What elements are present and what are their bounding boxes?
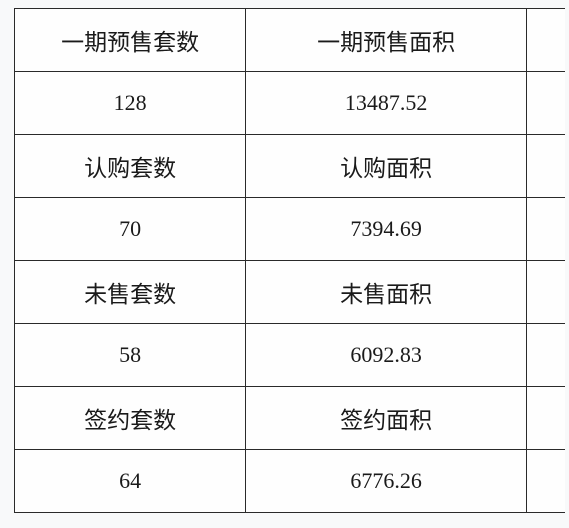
table-row: 128 13487.52: [15, 72, 566, 135]
subscribed-units-value: 70: [15, 198, 246, 261]
signed-units-label: 签约套数: [15, 387, 246, 450]
edge-cell: [526, 9, 565, 72]
signed-area-value: 6776.26: [246, 450, 527, 513]
table-row: 70 7394.69: [15, 198, 566, 261]
subscribed-area-label: 认购面积: [246, 135, 527, 198]
edge-cell: [526, 450, 565, 513]
table-row: 58 6092.83: [15, 324, 566, 387]
table-row: 一期预售套数 一期预售面积: [15, 9, 566, 72]
signed-area-label: 签约面积: [246, 387, 527, 450]
subscribed-area-value: 7394.69: [246, 198, 527, 261]
unsold-units-value: 58: [15, 324, 246, 387]
edge-cell: [526, 135, 565, 198]
presale-units-label: 一期预售套数: [15, 9, 246, 72]
unsold-area-value: 6092.83: [246, 324, 527, 387]
unsold-units-label: 未售套数: [15, 261, 246, 324]
table-row: 认购套数 认购面积: [15, 135, 566, 198]
edge-cell: [526, 324, 565, 387]
subscribed-units-label: 认购套数: [15, 135, 246, 198]
presale-area-value: 13487.52: [246, 72, 527, 135]
table-body: 一期预售套数 一期预售面积 128 13487.52 认购套数 认购面积 70 …: [15, 9, 566, 513]
edge-cell: [526, 261, 565, 324]
edge-cell: [526, 72, 565, 135]
edge-cell: [526, 387, 565, 450]
edge-cell: [526, 198, 565, 261]
table-row: 64 6776.26: [15, 450, 566, 513]
signed-units-value: 64: [15, 450, 246, 513]
table-row: 未售套数 未售面积: [15, 261, 566, 324]
table-row: 签约套数 签约面积: [15, 387, 566, 450]
presale-area-label: 一期预售面积: [246, 9, 527, 72]
sales-data-table: 一期预售套数 一期预售面积 128 13487.52 认购套数 认购面积 70 …: [14, 8, 565, 513]
presale-units-value: 128: [15, 72, 246, 135]
unsold-area-label: 未售面积: [246, 261, 527, 324]
sales-table-container: 一期预售套数 一期预售面积 128 13487.52 认购套数 认购面积 70 …: [0, 0, 569, 517]
